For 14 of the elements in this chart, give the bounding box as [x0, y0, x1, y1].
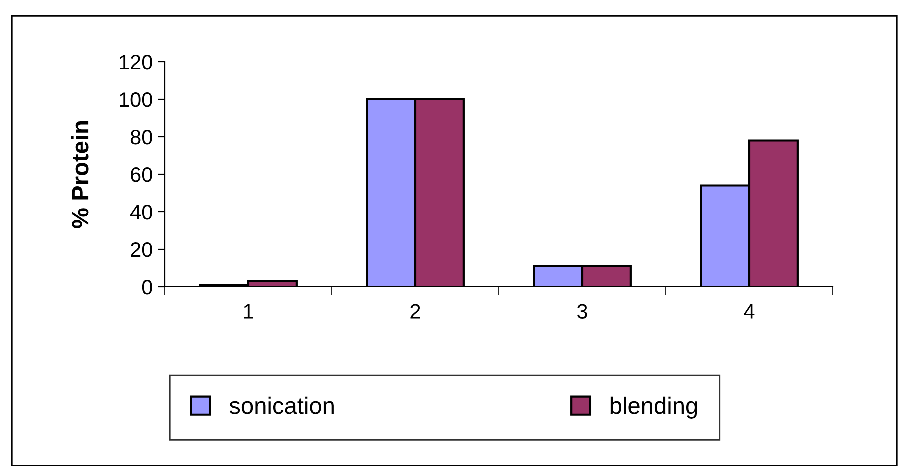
y-tick-label: 120 [120, 55, 152, 70]
x-tick-label: 2 [410, 304, 420, 319]
y-tick-label: 40 [130, 205, 152, 220]
y-axis-title: % Protein [71, 122, 89, 228]
y-tick-label: 20 [131, 242, 152, 258]
legend-label: sonication [230, 396, 334, 414]
x-tick-label: 1 [244, 304, 254, 319]
x-tick-label: 3 [578, 304, 588, 319]
y-tick-label: 0 [142, 280, 152, 295]
x-tick-label: 4 [744, 304, 755, 319]
y-tick-label: 80 [130, 130, 152, 145]
y-tick-label: 100 [120, 92, 152, 108]
legend-label: blending [610, 396, 698, 419]
y-tick-label: 60 [131, 168, 152, 182]
